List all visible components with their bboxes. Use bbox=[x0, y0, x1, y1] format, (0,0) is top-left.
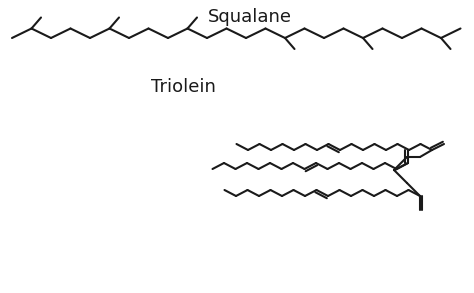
Text: Squalane: Squalane bbox=[208, 8, 292, 26]
Text: Triolein: Triolein bbox=[151, 78, 216, 96]
